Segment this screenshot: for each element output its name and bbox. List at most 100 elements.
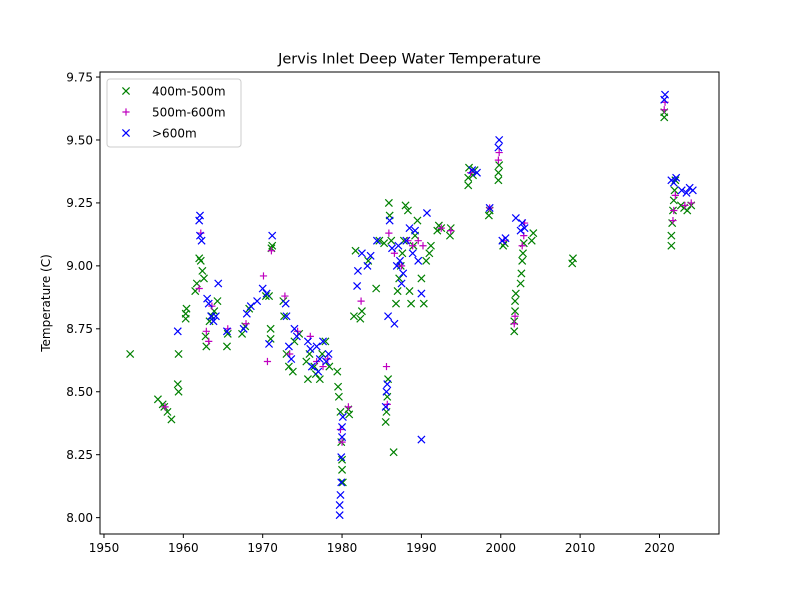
data-point	[292, 332, 301, 341]
data-point	[409, 242, 417, 250]
y-tick-label: 8.50	[66, 385, 93, 399]
data-point	[494, 168, 503, 177]
data-point	[366, 251, 375, 260]
data-point	[195, 284, 203, 293]
data-point	[196, 256, 205, 265]
data-point	[414, 237, 422, 245]
data-point	[337, 453, 346, 462]
data-point	[568, 254, 578, 263]
data-point	[407, 299, 416, 308]
data-point	[677, 186, 686, 195]
chart-title: Jervis Inlet Deep Water Temperature	[277, 52, 541, 68]
data-point	[511, 312, 519, 320]
data-point	[422, 208, 431, 218]
data-point	[325, 362, 334, 371]
data-point	[246, 302, 255, 311]
y-tick-label: 8.75	[66, 322, 93, 336]
data-point	[445, 231, 454, 240]
y-tick-label: 8.00	[66, 511, 93, 525]
data-point	[388, 244, 397, 253]
data-point	[173, 380, 182, 389]
data-point	[253, 297, 262, 306]
data-point	[242, 309, 251, 318]
data-point	[280, 312, 289, 321]
data-point	[209, 317, 218, 326]
data-point	[211, 312, 220, 321]
data-point	[518, 256, 527, 265]
data-point	[338, 412, 347, 421]
data-point	[383, 380, 392, 389]
data-point	[384, 198, 393, 207]
x-tick-label: 2020	[644, 541, 675, 555]
data-point	[307, 362, 316, 371]
legend-label: 500m-600m	[152, 106, 226, 120]
data-point	[384, 312, 393, 321]
data-point	[411, 226, 420, 235]
data-point	[464, 181, 473, 190]
data-point	[405, 224, 414, 233]
data-point	[417, 435, 426, 444]
data-point	[399, 269, 408, 278]
data-point	[517, 269, 526, 278]
data-point	[667, 231, 676, 240]
data-point	[494, 156, 502, 164]
x-tick-label: 2010	[565, 541, 596, 555]
data-point	[357, 307, 366, 316]
data-point	[669, 216, 677, 225]
legend-label: >600m	[152, 127, 197, 141]
data-point	[261, 292, 270, 301]
data-point	[363, 261, 372, 270]
data-point	[393, 287, 402, 296]
legend: 400m-500m 500m-600m >600m	[106, 78, 242, 148]
data-point	[419, 299, 428, 308]
x-tick-label: 1980	[327, 541, 358, 555]
data-point	[126, 349, 135, 359]
data-point	[337, 478, 346, 487]
y-tick-label: 9.25	[66, 196, 93, 210]
series-0	[126, 108, 696, 487]
data-point	[357, 249, 366, 258]
data-point	[282, 312, 291, 321]
data-point	[495, 148, 503, 157]
data-point	[485, 203, 494, 212]
data-point	[385, 229, 393, 237]
data-point	[518, 249, 528, 258]
data-point	[529, 229, 538, 238]
data-point	[518, 219, 527, 228]
data-point	[397, 279, 406, 288]
legend-marker	[122, 108, 130, 116]
y-axis-title: Temperature (C)	[39, 254, 53, 353]
data-point	[266, 324, 275, 333]
data-point	[324, 355, 332, 363]
data-point	[268, 241, 277, 250]
data-point	[266, 334, 275, 343]
data-point	[351, 246, 360, 255]
data-point	[671, 191, 679, 199]
data-point	[467, 169, 475, 177]
data-point	[286, 350, 294, 358]
data-point	[381, 417, 390, 426]
data-point	[353, 266, 362, 275]
data-point	[495, 161, 504, 170]
data-point	[520, 224, 529, 233]
data-point	[201, 332, 210, 341]
x-tick-label: 2000	[485, 541, 516, 555]
data-point	[672, 173, 681, 182]
data-point	[338, 438, 346, 446]
data-point	[425, 249, 434, 258]
data-point	[419, 242, 427, 250]
data-point	[334, 382, 343, 391]
data-point	[403, 206, 412, 215]
y-tick-label: 9.50	[66, 133, 93, 147]
data-point	[670, 206, 678, 215]
data-point	[322, 357, 331, 366]
data-point	[395, 256, 405, 265]
data-point	[306, 344, 315, 353]
data-point	[494, 143, 503, 152]
data-point	[344, 403, 352, 411]
data-point	[336, 407, 345, 416]
legend-marker	[121, 128, 131, 138]
y-tick-label: 9.00	[66, 259, 93, 273]
plot-area	[126, 90, 697, 520]
